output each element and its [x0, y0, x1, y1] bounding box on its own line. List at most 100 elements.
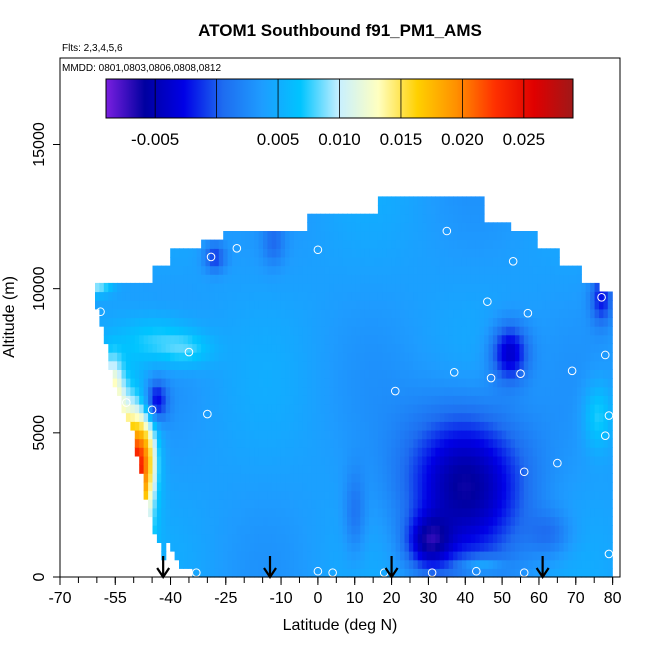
heatmap-cell	[302, 386, 308, 396]
heatmap-cell	[479, 274, 485, 284]
heatmap-cell	[236, 542, 242, 552]
heatmap-cell	[373, 369, 379, 379]
heatmap-cell	[148, 334, 154, 345]
heatmap-cell	[594, 369, 600, 379]
heatmap-cell	[479, 542, 485, 552]
heatmap-cell	[457, 213, 463, 223]
heatmap-cell	[400, 326, 406, 336]
heatmap-cell	[466, 464, 472, 474]
heatmap-cell	[347, 343, 352, 353]
heatmap-cell	[232, 352, 238, 362]
heatmap-cell	[413, 205, 419, 215]
heatmap-cell	[528, 326, 534, 336]
heatmap-cell	[479, 291, 485, 301]
heatmap-cell	[444, 239, 450, 249]
heatmap-cell	[475, 334, 481, 345]
heatmap-cell	[355, 421, 361, 431]
heatmap-cell	[408, 507, 414, 518]
heatmap-cell	[488, 473, 494, 483]
heatmap-cell	[329, 499, 335, 509]
heatmap-cell	[519, 334, 525, 345]
heatmap-cell	[492, 438, 498, 448]
heatmap-cell	[165, 308, 171, 319]
heatmap-cell	[165, 369, 171, 379]
heatmap-cell	[103, 334, 109, 345]
heatmap-cell	[431, 334, 436, 345]
heatmap-cell	[466, 473, 472, 483]
heatmap-cell	[360, 343, 366, 353]
heatmap-cell	[347, 568, 352, 578]
heatmap-cell	[302, 352, 308, 362]
heatmap-cell	[417, 507, 423, 518]
heatmap-cell	[382, 516, 388, 526]
heatmap-cell	[196, 300, 202, 310]
heatmap-cell	[519, 369, 525, 379]
heatmap-cell	[382, 256, 388, 267]
heatmap-cell	[519, 464, 525, 474]
heatmap-cell	[497, 447, 503, 457]
heatmap-cell	[603, 481, 609, 492]
heatmap-cell	[276, 343, 282, 353]
heatmap-cell	[576, 525, 582, 535]
heatmap-cell	[510, 490, 516, 500]
heatmap-cell	[187, 464, 193, 474]
heatmap-cell	[311, 308, 317, 319]
heatmap-cell	[519, 395, 525, 405]
heatmap-field	[95, 196, 613, 578]
heatmap-cell	[377, 222, 383, 232]
heatmap-cell	[156, 334, 162, 345]
heatmap-cell	[550, 412, 556, 422]
heatmap-cell	[501, 378, 507, 388]
heatmap-cell	[603, 516, 609, 526]
heatmap-cell	[439, 205, 445, 215]
heatmap-cell	[488, 481, 494, 492]
heatmap-cell	[554, 490, 560, 500]
heatmap-cell	[377, 300, 383, 310]
heatmap-cell	[515, 455, 520, 466]
heatmap-cell	[554, 395, 560, 405]
heatmap-cell	[581, 282, 587, 293]
heatmap-cell	[541, 490, 547, 500]
heatmap-cell	[227, 386, 233, 396]
heatmap-cell	[484, 300, 490, 310]
heatmap-cell	[360, 378, 366, 388]
heatmap-cell	[554, 551, 560, 561]
heatmap-cell	[232, 404, 238, 414]
heatmap-cell	[134, 438, 140, 448]
heatmap-cell	[475, 516, 481, 526]
heatmap-cell	[470, 282, 476, 293]
heatmap-cell	[170, 395, 176, 405]
heatmap-cell	[320, 291, 326, 301]
heatmap-cell	[298, 559, 304, 569]
heatmap-cell	[391, 455, 397, 466]
heatmap-cell	[400, 231, 406, 241]
heatmap-cell	[497, 343, 503, 353]
heatmap-cell	[457, 274, 463, 284]
heatmap-cell	[466, 300, 472, 310]
sample-point	[390, 386, 400, 396]
heatmap-cell	[435, 274, 441, 284]
heatmap-cell	[333, 447, 339, 457]
heatmap-cell	[537, 542, 543, 552]
heatmap-cell	[461, 326, 467, 336]
heatmap-cell	[355, 317, 361, 327]
heatmap-cell	[179, 551, 184, 561]
heatmap-cell	[320, 568, 326, 578]
heatmap-cell	[515, 507, 520, 518]
heatmap-cell	[501, 300, 507, 310]
heatmap-cell	[320, 447, 326, 457]
heatmap-cell	[377, 378, 383, 388]
heatmap-cell	[545, 568, 551, 578]
heatmap-cell	[607, 507, 613, 518]
heatmap-cell	[484, 481, 490, 492]
heatmap-cell	[263, 352, 268, 362]
heatmap-cell	[435, 378, 441, 388]
heatmap-cell	[523, 464, 529, 474]
heatmap-cell	[541, 438, 547, 448]
heatmap-cell	[594, 395, 600, 405]
heatmap-cell	[581, 404, 587, 414]
heatmap-cell	[214, 360, 220, 370]
heatmap-cell	[316, 248, 322, 258]
heatmap-cell	[227, 507, 233, 518]
heatmap-cell	[431, 404, 436, 414]
